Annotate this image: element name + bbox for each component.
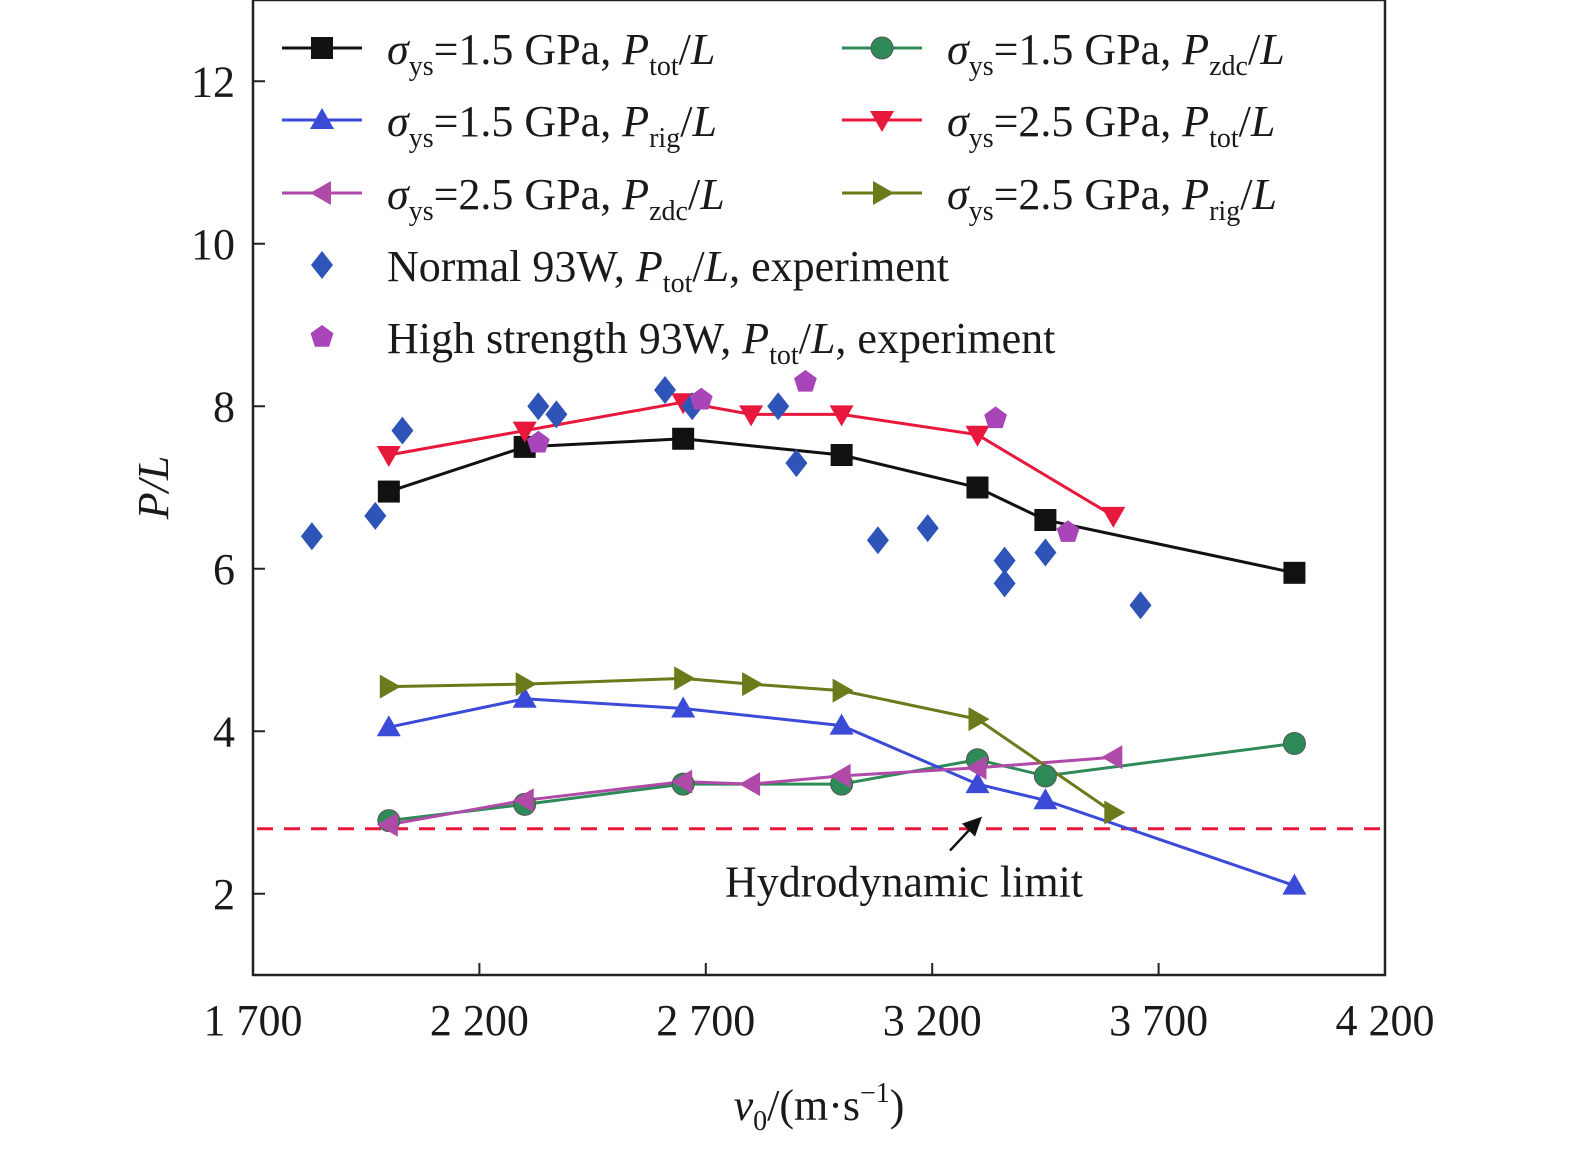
data-point [1034,538,1057,567]
legend-item: σys=1.5 GPa, Prig/L [282,97,717,154]
data-point [377,480,400,503]
data-point [767,392,790,421]
data-point [674,666,696,691]
data-point [965,755,987,780]
data-point [1034,509,1057,531]
y-tick-label: 4 [213,707,235,756]
data-point [379,674,401,699]
data-point [830,444,853,466]
data-point [1282,731,1306,755]
legend-item: σys=2.5 GPa, Pzdc/L [282,170,725,227]
legend-item: σys=1.5 GPa, Ptot/L [282,25,715,82]
data-point [1033,764,1057,788]
x-tick-label: 4 200 [1336,996,1435,1045]
data-point [866,526,889,555]
data-point [689,387,713,410]
legend-item: σys=2.5 GPa, Ptot/L [842,97,1275,154]
data-point [526,430,550,453]
data-point [515,672,537,697]
data-point [1101,506,1126,528]
data-point [654,376,676,404]
data-point [1104,800,1126,825]
y-tick-label: 6 [213,545,235,594]
legend-item: σys=1.5 GPa, Pzdc/L [842,25,1285,82]
data-point [545,400,568,429]
data-point [785,449,808,478]
data-point [829,763,851,788]
data-point [965,425,990,447]
y-tick-label: 8 [213,382,235,431]
series-line [388,676,1115,814]
annotation-arrow-head [962,816,983,837]
x-tick-label: 3 700 [1109,996,1208,1045]
legend-label: σys=2.5 GPa, Prig/L [947,170,1277,227]
y-tick-label: 12 [191,57,235,106]
data-point [832,678,854,703]
y-tick-label: 10 [191,220,235,269]
x-tick-label: 1 700 [204,996,303,1045]
data-point [512,421,537,443]
data-point [376,446,401,467]
data-point [672,427,695,450]
data-point [1033,788,1058,810]
data-point [1129,591,1152,620]
data-point [364,501,387,530]
x-tick-label: 2 700 [656,996,755,1045]
legend-item: High strength 93W, Ptot/L, experiment [310,314,1055,371]
data-point [794,369,817,392]
data-point [966,476,989,499]
data-point [1282,873,1307,895]
legend-marker [310,108,334,129]
legend-marker [870,111,894,132]
x-tick-label: 2 200 [430,996,529,1045]
data-point [829,713,854,735]
legend-label: σys=2.5 GPa, Ptot/L [947,97,1275,154]
data-point [968,707,990,732]
y-axis-title: P/L [129,456,178,521]
data-point [512,686,537,708]
data-point [391,416,414,445]
plot-frame [251,0,1387,977]
data-point [527,392,550,421]
data-point [739,405,764,427]
y-tick-label: 2 [213,870,235,919]
data-point [300,522,323,551]
data-point [376,715,401,737]
data-point [829,405,854,427]
data-point [512,788,534,813]
legend-marker [310,181,331,205]
x-axis-title: v0/(m·s−1) [734,1078,905,1137]
data-point [965,772,990,794]
data-point [916,514,939,543]
data-point [1101,745,1123,770]
legend-label: σys=1.5 GPa, Prig/L [387,97,717,154]
data-point [984,406,1007,429]
legend-marker [870,36,894,60]
data-point [1283,561,1306,584]
data-point [671,696,696,718]
data-point [993,569,1016,598]
legend-item: σys=2.5 GPa, Prig/L [842,170,1277,227]
legend-label: σys=2.5 GPa, Pzdc/L [387,170,725,227]
legend-marker [311,37,333,59]
data-point [742,672,764,697]
data-point [739,772,761,797]
legend-item: Normal 93W, Ptot/L, experiment [311,242,949,299]
legend-marker [873,181,894,205]
annotation-text: Hydrodynamic limit [725,858,1083,907]
legend-marker [310,325,334,347]
legend-label: σys=1.5 GPa, Ptot/L [387,25,715,82]
legend-label: Normal 93W, Ptot/L, experiment [387,242,949,299]
data-point [993,546,1016,575]
legend-label: High strength 93W, Ptot/L, experiment [387,314,1055,371]
legend-marker [311,251,333,279]
data-point [376,812,398,837]
legend-label: σys=1.5 GPa, Pzdc/L [947,25,1285,82]
data-point [1056,520,1080,542]
x-tick-label: 3 200 [883,996,982,1045]
data-point [671,769,693,794]
